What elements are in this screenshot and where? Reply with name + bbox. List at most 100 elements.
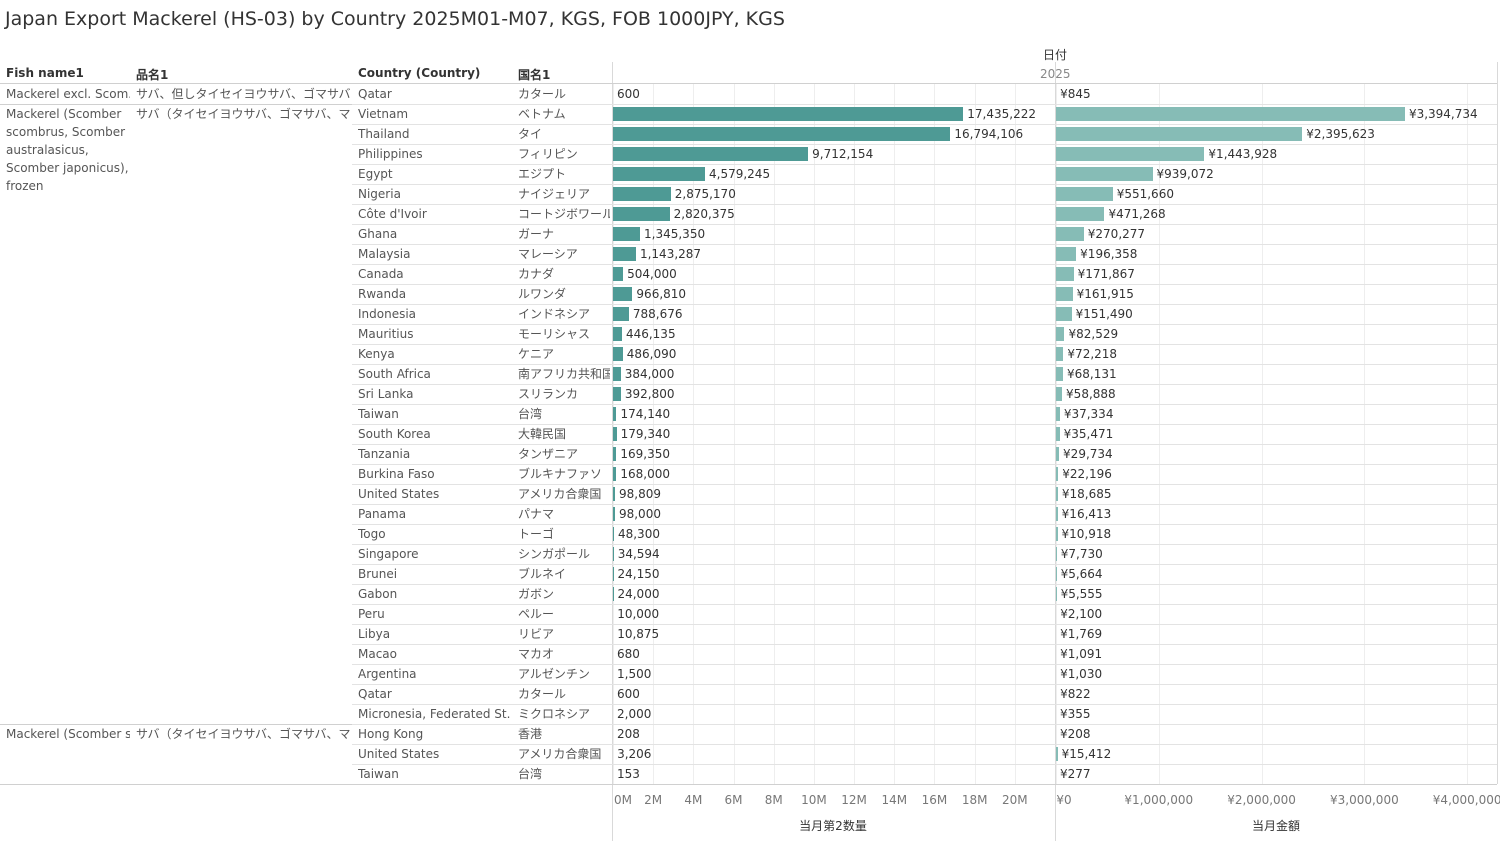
kokumei-cell[interactable]: ナイジェリア bbox=[518, 187, 591, 201]
country-cell[interactable]: Peru bbox=[358, 607, 385, 621]
qty-bar[interactable] bbox=[613, 487, 615, 501]
country-cell[interactable]: Taiwan bbox=[358, 407, 399, 421]
header-fish-name[interactable]: Fish name1 bbox=[6, 66, 84, 80]
country-cell[interactable]: South Korea bbox=[358, 427, 431, 441]
qty-bar[interactable] bbox=[613, 107, 964, 121]
country-cell[interactable]: Qatar bbox=[358, 87, 392, 101]
kokumei-cell[interactable]: パナマ bbox=[518, 507, 555, 521]
group-hinmei[interactable]: サバ（タイセイヨウサバ、ゴマサバ、マサバ）、.. bbox=[136, 727, 350, 741]
amt-bar[interactable] bbox=[1056, 747, 1058, 761]
amt-bar[interactable] bbox=[1056, 527, 1058, 541]
kokumei-cell[interactable]: ミクロネシア bbox=[518, 707, 591, 721]
kokumei-cell[interactable]: アメリカ合衆国 bbox=[518, 747, 602, 761]
kokumei-cell[interactable]: 大韓民国 bbox=[518, 427, 567, 441]
country-cell[interactable]: Macao bbox=[358, 647, 397, 661]
country-cell[interactable]: Nigeria bbox=[358, 187, 401, 201]
country-cell[interactable]: Rwanda bbox=[358, 287, 407, 301]
amt-bar[interactable] bbox=[1056, 247, 1077, 261]
amt-bar[interactable] bbox=[1056, 567, 1057, 581]
amt-bar[interactable] bbox=[1056, 287, 1073, 301]
kokumei-cell[interactable]: アルゼンチン bbox=[518, 667, 590, 681]
amt-bar[interactable] bbox=[1056, 227, 1084, 241]
kokumei-cell[interactable]: トーゴ bbox=[518, 527, 555, 541]
country-cell[interactable]: Kenya bbox=[358, 347, 395, 361]
kokumei-cell[interactable]: タイ bbox=[518, 127, 543, 141]
amt-bar[interactable] bbox=[1056, 507, 1058, 521]
qty-bar[interactable] bbox=[613, 347, 623, 361]
group-fish-name[interactable]: Mackerel excl. Scom.. bbox=[6, 87, 130, 101]
kokumei-cell[interactable]: マレーシア bbox=[518, 247, 578, 261]
kokumei-cell[interactable]: カタール bbox=[518, 687, 567, 701]
country-cell[interactable]: Panama bbox=[358, 507, 407, 521]
amt-bar[interactable] bbox=[1056, 207, 1105, 221]
header-country[interactable]: Country (Country) bbox=[358, 66, 481, 80]
kokumei-cell[interactable]: シンガポール bbox=[518, 547, 591, 561]
group-fish-name[interactable]: Mackerel (Scomber scombrus, Scomber aust… bbox=[6, 107, 129, 193]
amt-bar[interactable] bbox=[1056, 107, 1405, 121]
amt-bar[interactable] bbox=[1056, 547, 1057, 561]
country-cell[interactable]: Côte d'Ivoir bbox=[358, 207, 427, 221]
country-cell[interactable]: South Africa bbox=[358, 367, 431, 381]
country-cell[interactable]: Singapore bbox=[358, 547, 419, 561]
kokumei-cell[interactable]: マカオ bbox=[518, 647, 555, 661]
country-cell[interactable]: Vietnam bbox=[358, 107, 409, 121]
qty-bar[interactable] bbox=[613, 287, 633, 301]
country-cell[interactable]: Libya bbox=[358, 627, 391, 641]
kokumei-cell[interactable]: 台湾 bbox=[518, 407, 543, 421]
kokumei-cell[interactable]: モーリシャス bbox=[518, 327, 591, 341]
country-cell[interactable]: Egypt bbox=[358, 167, 393, 181]
qty-bar[interactable] bbox=[613, 167, 705, 181]
amt-bar[interactable] bbox=[1056, 147, 1205, 161]
qty-bar[interactable] bbox=[613, 127, 951, 141]
group-hinmei[interactable]: サバ、但しタイセイヨウサバ、ゴマサバ、マサバ.. bbox=[136, 87, 350, 101]
kokumei-cell[interactable]: アメリカ合衆国 bbox=[518, 487, 602, 501]
country-cell[interactable]: Thailand bbox=[358, 127, 410, 141]
kokumei-cell[interactable]: フィリピン bbox=[518, 147, 578, 161]
amt-bar[interactable] bbox=[1056, 467, 1059, 481]
country-cell[interactable]: Ghana bbox=[358, 227, 398, 241]
qty-bar[interactable] bbox=[613, 527, 614, 541]
amt-bar[interactable] bbox=[1056, 387, 1063, 401]
amt-bar[interactable] bbox=[1056, 367, 1063, 381]
country-cell[interactable]: Philippines bbox=[358, 147, 423, 161]
qty-bar[interactable] bbox=[613, 247, 636, 261]
kokumei-cell[interactable]: インドネシア bbox=[518, 307, 591, 321]
qty-bar[interactable] bbox=[613, 507, 615, 521]
qty-bar[interactable] bbox=[613, 187, 671, 201]
kokumei-cell[interactable]: ブルネイ bbox=[518, 567, 567, 581]
country-cell[interactable]: Malaysia bbox=[358, 247, 411, 261]
kokumei-cell[interactable]: カタール bbox=[518, 87, 567, 101]
country-cell[interactable]: Mauritius bbox=[358, 327, 414, 341]
country-cell[interactable]: Micronesia, Federated St.. bbox=[358, 707, 510, 721]
qty-bar[interactable] bbox=[613, 307, 629, 321]
header-kokumei[interactable]: 国名1 bbox=[518, 68, 551, 82]
qty-bar[interactable] bbox=[613, 407, 617, 421]
kokumei-cell[interactable]: ガーナ bbox=[518, 227, 555, 241]
qty-bar[interactable] bbox=[613, 327, 622, 341]
country-cell[interactable]: United States bbox=[358, 487, 440, 501]
qty-bar[interactable] bbox=[613, 147, 809, 161]
country-cell[interactable]: Gabon bbox=[358, 587, 398, 601]
qty-bar[interactable] bbox=[613, 207, 670, 221]
country-cell[interactable]: Taiwan bbox=[358, 767, 399, 781]
kokumei-cell[interactable]: 台湾 bbox=[518, 767, 543, 781]
qty-bar[interactable] bbox=[613, 427, 617, 441]
amt-bar[interactable] bbox=[1056, 267, 1074, 281]
qty-bar[interactable] bbox=[613, 447, 617, 461]
kokumei-cell[interactable]: ガボン bbox=[518, 587, 555, 601]
group-fish-name[interactable]: Mackerel (Scomber scombrus, Scomber .. bbox=[6, 727, 130, 741]
amt-bar[interactable] bbox=[1056, 327, 1065, 341]
country-cell[interactable]: Indonesia bbox=[358, 307, 417, 321]
qty-bar[interactable] bbox=[613, 467, 617, 481]
kokumei-cell[interactable]: ブルキナファソ bbox=[518, 467, 603, 481]
amt-bar[interactable] bbox=[1056, 407, 1060, 421]
amt-bar[interactable] bbox=[1056, 167, 1153, 181]
qty-bar[interactable] bbox=[613, 547, 614, 561]
country-cell[interactable]: Brunei bbox=[358, 567, 398, 581]
qty-bar[interactable] bbox=[613, 227, 641, 241]
kokumei-cell[interactable]: ベトナム bbox=[518, 107, 566, 121]
amt-bar[interactable] bbox=[1056, 427, 1060, 441]
kokumei-cell[interactable]: ケニア bbox=[518, 347, 555, 361]
kokumei-cell[interactable]: エジプト bbox=[518, 167, 567, 181]
country-cell[interactable]: Argentina bbox=[358, 667, 417, 681]
